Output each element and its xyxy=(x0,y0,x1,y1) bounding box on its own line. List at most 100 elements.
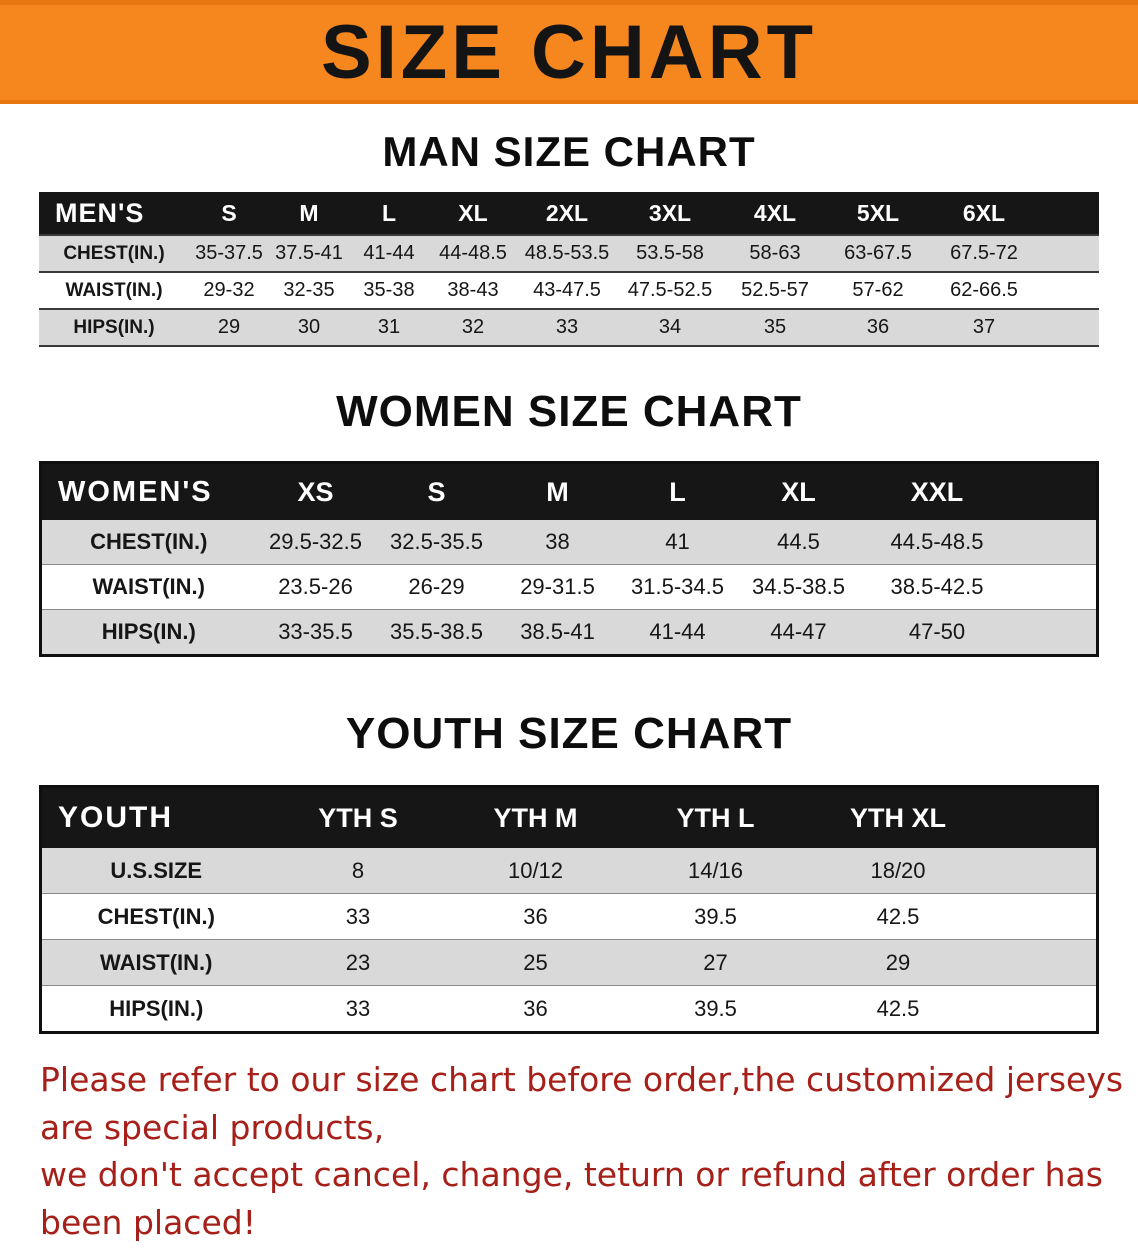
table-row: U.S.SIZE 8 10/12 14/16 18/20 xyxy=(40,848,1098,894)
spacer-cell xyxy=(991,986,1098,1033)
size-value-cell: 44.5-48.5 xyxy=(859,520,1015,565)
size-value-cell: 42.5 xyxy=(805,893,991,940)
size-value-cell: 43-47.5 xyxy=(517,272,617,310)
size-value-cell: 31.5-34.5 xyxy=(617,564,738,610)
size-value-cell: 33-35.5 xyxy=(278,619,353,644)
size-column-header: XL xyxy=(429,192,517,235)
size-column-header: M xyxy=(269,192,349,235)
table-row: WAIST(IN.) 23 25 27 29 xyxy=(40,939,1098,986)
size-value-cell: 33 xyxy=(270,893,446,940)
row-label-cell: HIPS(IN.) xyxy=(109,995,204,1021)
men-section-heading: MAN SIZE CHART xyxy=(382,128,756,175)
table-row: WAIST(IN.) 29-32 32-35 35-38 38-43 43-47.5 47.… xyxy=(39,272,1099,310)
size-value-cell: 31 xyxy=(349,309,429,347)
size-column-header: S xyxy=(375,462,498,520)
size-value-cell: 36 xyxy=(523,995,548,1021)
size-value-cell: 34.5-38.5 xyxy=(737,564,860,610)
size-value-cell: 52.5-57 xyxy=(723,272,827,310)
banner: SIZE CHART xyxy=(0,0,1138,104)
size-value-cell: 32-35 xyxy=(269,272,349,310)
youth-table-title: YOUTH xyxy=(40,786,271,848)
row-label-cell: U.S.SIZE xyxy=(40,848,271,894)
spacer-cell xyxy=(990,893,1098,940)
size-value-cell: 14/16 xyxy=(625,848,806,894)
table-row: HIPS(IN.) 33-35.5 35.5-38.5 38.5-41 41-44 44-… xyxy=(40,609,1098,656)
table-row: HIPS(IN.) 33 36 39.5 42.5 xyxy=(41,986,1098,1033)
size-value-cell: 67.5-72 xyxy=(929,234,1039,273)
size-column-header: YTH M xyxy=(445,786,626,848)
youth-section-heading: YOUTH SIZE CHART xyxy=(345,709,793,758)
size-value-cell: 33 xyxy=(345,995,371,1021)
spacer-cell xyxy=(1014,520,1098,565)
size-value-cell: 58-63 xyxy=(723,234,827,273)
size-value-cell: 18/20 xyxy=(805,848,991,894)
size-value-cell: 44.5 xyxy=(737,520,860,565)
table-row: CHEST(IN.) 35-37.5 37.5-41 41-44 44-48.5 48.5… xyxy=(39,234,1099,273)
size-value-cell: 38.5-41 xyxy=(520,619,595,644)
size-value-cell: 36 xyxy=(827,309,929,347)
spacer-cell xyxy=(1039,192,1099,235)
women-section-heading: WOMEN SIZE CHART xyxy=(336,387,802,436)
youth-size-table: YOUTH YTH S YTH M YTH L YTH XL U.S.SIZE 8 10/1… xyxy=(39,785,1099,1034)
size-value-cell: 33 xyxy=(517,309,617,347)
size-value-cell: 37 xyxy=(929,309,1039,347)
size-value-cell: 39.5 xyxy=(694,995,737,1021)
size-value-cell: 29 xyxy=(805,939,991,986)
spacer-cell xyxy=(1039,309,1099,347)
spacer-cell xyxy=(990,848,1098,894)
size-column-header: 4XL xyxy=(723,192,827,235)
size-column-header: M xyxy=(497,462,618,520)
table-row: CHEST(IN.) 33 36 39.5 42.5 xyxy=(40,893,1098,940)
size-value-cell: 35-37.5 xyxy=(189,234,269,273)
spacer-cell xyxy=(1039,234,1099,273)
women-table-body: CHEST(IN.) 29.5-32.5 32.5-35.5 38 41 44.5 44.5… xyxy=(40,520,1098,656)
size-value-cell: 44-47 xyxy=(770,619,827,644)
size-value-cell: 29-32 xyxy=(189,272,269,310)
youth-table-header-row: YOUTH YTH S YTH M YTH L YTH XL xyxy=(40,786,1098,848)
size-value-cell: 29-31.5 xyxy=(497,564,618,610)
size-column-header: XL xyxy=(737,462,860,520)
size-column-header: YTH XL xyxy=(805,786,991,848)
size-value-cell: 41-44 xyxy=(349,234,429,273)
size-value-cell: 29 xyxy=(189,309,269,347)
youth-table-body: U.S.SIZE 8 10/12 14/16 18/20 CHEST(IN.) 33 36 39… xyxy=(40,848,1098,1033)
size-value-cell: 35.5-38.5 xyxy=(390,619,483,644)
men-table-header-row: MEN'S S M L XL 2XL 3XL 4XL 5XL 6XL xyxy=(39,192,1099,235)
size-column-header: L xyxy=(349,192,429,235)
size-value-cell: 47-50 xyxy=(908,619,966,644)
women-size-section: WOMEN SIZE CHART WOMEN'S XS S M L XL XXL CHEST… xyxy=(0,387,1138,657)
men-size-table: MEN'S S M L XL 2XL 3XL 4XL 5XL 6XL CHEST(IN.) 35-3… xyxy=(39,192,1099,347)
spacer-cell xyxy=(990,786,1098,848)
size-value-cell: 8 xyxy=(270,848,446,894)
size-value-cell: 41 xyxy=(617,520,738,565)
row-label-cell: WAIST(IN.) xyxy=(40,939,271,986)
size-value-cell: 37.5-41 xyxy=(269,234,349,273)
size-value-cell: 42.5 xyxy=(876,995,920,1021)
row-label-cell: HIPS(IN.) xyxy=(101,619,196,644)
size-column-header: YTH S xyxy=(270,786,446,848)
size-column-header: XXL xyxy=(859,462,1015,520)
table-row: CHEST(IN.) 29.5-32.5 32.5-35.5 38 41 44.5 44.5… xyxy=(40,520,1098,565)
size-column-header: YTH L xyxy=(625,786,806,848)
row-label-cell: CHEST(IN.) xyxy=(40,893,271,940)
size-column-header: 3XL xyxy=(617,192,723,235)
size-value-cell: 38 xyxy=(497,520,618,565)
spacer-cell xyxy=(1014,564,1098,610)
size-value-cell: 38-43 xyxy=(429,272,517,310)
spacer-cell xyxy=(990,939,1098,986)
size-value-cell: 35 xyxy=(723,309,827,347)
size-column-header: S xyxy=(189,192,269,235)
size-value-cell: 35-38 xyxy=(349,272,429,310)
size-column-header: 6XL xyxy=(929,192,1039,235)
size-value-cell: 39.5 xyxy=(625,893,806,940)
disclaimer-line-1: Please refer to our size chart before or… xyxy=(40,1060,1124,1147)
size-value-cell: 10/12 xyxy=(445,848,626,894)
size-value-cell: 38.5-42.5 xyxy=(859,564,1015,610)
women-table-title: WOMEN'S xyxy=(40,462,256,520)
men-table-title: MEN'S xyxy=(39,192,189,235)
size-value-cell: 26-29 xyxy=(375,564,498,610)
size-value-cell: 34 xyxy=(617,309,723,347)
size-value-cell: 29.5-32.5 xyxy=(255,520,376,565)
size-value-cell: 36 xyxy=(445,893,626,940)
